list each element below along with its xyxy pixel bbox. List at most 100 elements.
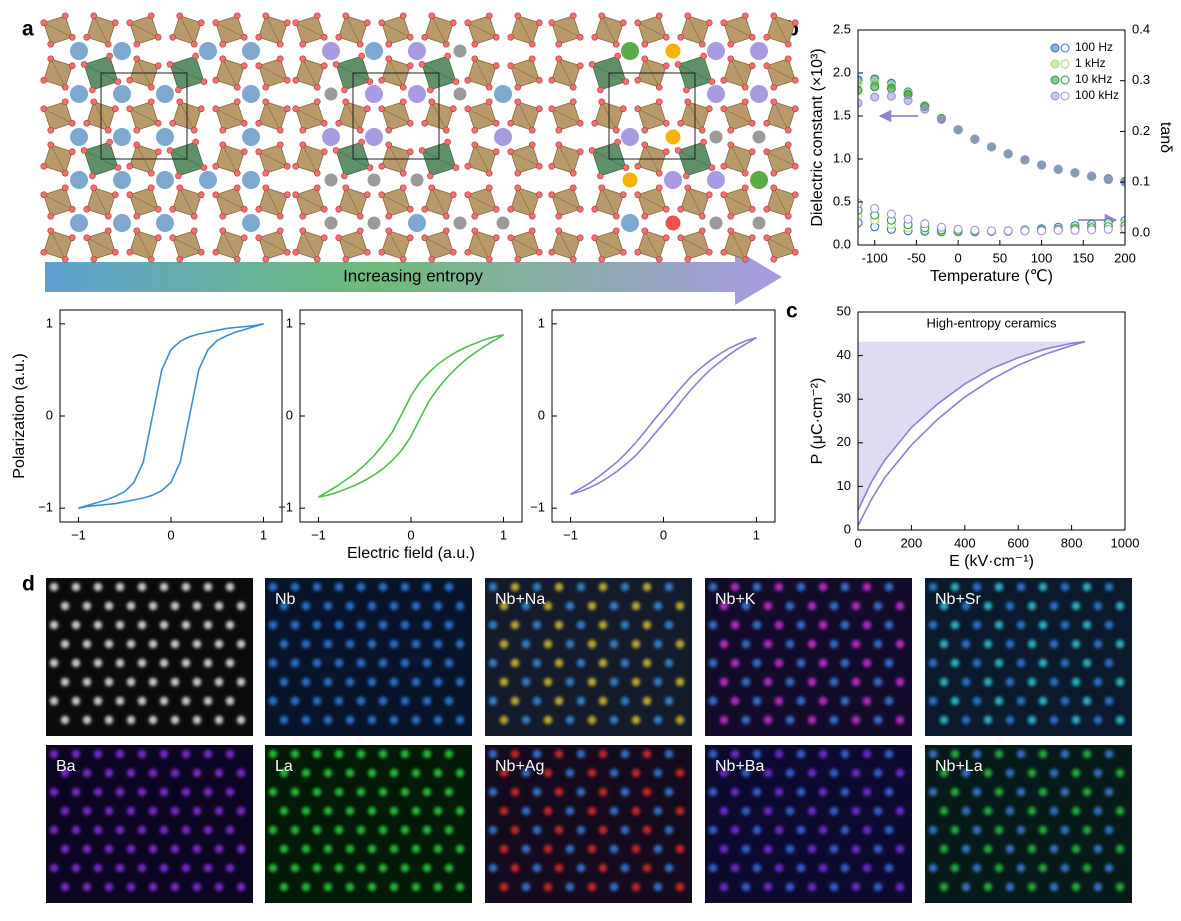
oxygen [61,184,69,192]
oxygen [111,19,119,27]
atom-column [521,677,531,687]
atom-column [972,620,982,630]
oxygen [677,234,685,242]
atom-column [543,715,553,725]
oxygen [464,19,472,27]
atom-column [763,844,773,854]
cation [622,172,638,188]
atom-column [60,844,70,854]
oxygen [169,119,177,127]
atom-column [807,768,817,778]
atom-column [719,639,729,649]
atom-column [895,639,905,649]
oxygen [292,19,300,27]
x-tick-label: 0 [407,527,414,542]
oxygen [40,191,48,199]
oxygen [655,83,663,91]
atom-column [983,806,993,816]
x-tick-label: -100 [862,250,888,265]
atom-column [565,882,575,892]
atom-column [554,658,564,668]
atom-column [82,677,92,687]
atom-column [1071,768,1081,778]
atom-column [71,620,81,630]
eds-dots [928,749,1125,892]
oxygen [406,33,414,41]
atom-column [115,825,125,835]
atom-column [444,825,454,835]
atom-column [104,882,114,892]
oxygen [770,169,778,177]
atom-column [1104,825,1114,835]
y-tick-label: 0 [286,407,293,422]
atom-column [774,696,784,706]
oxygen [399,98,407,106]
atom-column [983,715,993,725]
eds-label: La [275,758,293,775]
oxygen [320,62,328,70]
atom-column [510,696,520,706]
atom-column [225,696,235,706]
atom-column [1049,844,1059,854]
cation [324,173,338,187]
atom-column [411,677,421,687]
atom-column [312,749,322,759]
atom-column [225,582,235,592]
oxygen [212,19,220,27]
curve [78,323,264,509]
atom-column [675,844,685,854]
marker [1070,168,1080,178]
legend-marker [1060,75,1070,85]
atom-column [290,863,300,873]
atom-column [950,658,960,668]
atom-column [1005,768,1015,778]
oxygen [358,138,365,146]
oxygen [770,83,778,91]
oxygen [200,164,208,171]
atom-column [137,582,147,592]
legend-marker [1060,59,1070,69]
y-axis-label: Dielectric constant (×10³) [809,48,826,226]
octahedron-edge [687,187,703,217]
atom-column [796,658,806,668]
atom-column [104,601,114,611]
marker [1053,164,1063,174]
octahedron-edge [129,194,159,210]
atom-column [928,696,938,706]
atom-column [807,844,817,854]
atom-column [60,806,70,816]
atom-column [1027,715,1037,725]
atom-column [422,825,432,835]
atom-column [708,749,718,759]
x-tick-label: 600 [1007,535,1029,550]
atom-column [301,639,311,649]
atom-column [93,620,103,630]
atom-column [521,844,531,854]
y-tick-label: 0 [46,407,53,422]
atom-column [301,768,311,778]
oxygen [485,83,493,91]
oxygen [727,141,735,149]
atom-column [214,715,224,725]
atom-column [170,768,180,778]
cation [199,42,217,60]
atom-column [60,882,70,892]
oxygen [341,86,348,94]
oxygen [655,184,663,192]
oxygen [748,119,756,127]
oxygen [655,255,663,263]
eds-dots [708,749,905,892]
atom-column [1027,882,1037,892]
atom-column [939,639,949,649]
atom-column [192,844,202,854]
atom-column [873,768,883,778]
oxygen [662,62,670,70]
cation [242,42,260,60]
atom-column [851,639,861,649]
atom-column [642,787,652,797]
atom-column [192,806,202,816]
atom-column [71,749,81,759]
atom-column [334,749,344,759]
atom-column [928,825,938,835]
atom-column [1060,658,1070,668]
